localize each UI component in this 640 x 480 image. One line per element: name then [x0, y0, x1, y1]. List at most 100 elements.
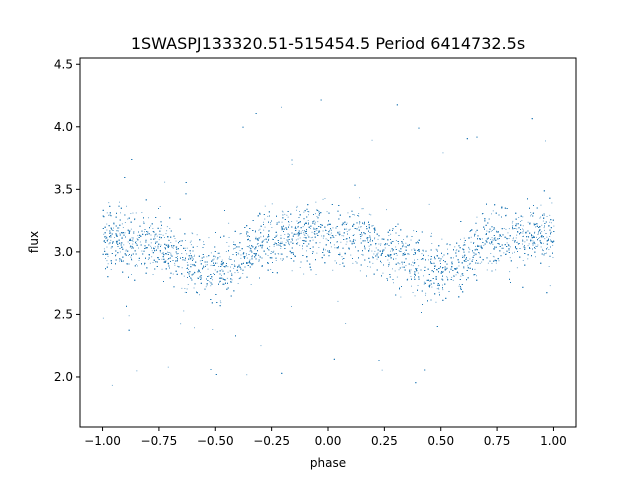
data-point	[360, 226, 362, 228]
data-point	[374, 250, 376, 252]
data-point	[333, 244, 335, 246]
data-point	[278, 253, 280, 255]
data-point	[326, 239, 328, 241]
data-point	[326, 211, 328, 213]
data-point	[359, 197, 360, 199]
data-point	[129, 243, 130, 245]
data-point	[512, 240, 514, 241]
data-point	[421, 258, 423, 260]
data-point	[463, 244, 465, 246]
data-point	[423, 275, 424, 277]
data-point	[221, 274, 222, 276]
data-point	[309, 228, 311, 229]
data-point	[495, 262, 497, 264]
data-point	[410, 276, 412, 277]
data-point	[160, 237, 162, 239]
data-point	[196, 234, 198, 236]
data-point	[295, 233, 297, 235]
data-point	[123, 244, 125, 246]
data-point	[226, 277, 228, 279]
data-point	[541, 231, 543, 233]
data-point	[234, 247, 236, 249]
data-point	[128, 255, 129, 256]
data-point	[208, 237, 210, 239]
data-point	[269, 246, 271, 248]
data-point	[275, 260, 277, 261]
data-point	[398, 243, 399, 245]
data-point	[371, 250, 373, 252]
data-point	[170, 252, 172, 254]
data-point	[522, 239, 524, 241]
data-point	[164, 237, 165, 238]
data-point	[185, 240, 186, 241]
data-point	[388, 265, 389, 267]
data-point	[259, 228, 261, 230]
data-point	[516, 234, 518, 236]
data-point	[431, 286, 433, 288]
data-point	[289, 244, 290, 246]
data-point	[369, 266, 371, 268]
data-point	[194, 254, 195, 256]
data-point	[380, 244, 381, 246]
data-point	[156, 235, 158, 237]
data-point	[408, 245, 410, 247]
data-point	[227, 266, 229, 268]
data-point	[334, 260, 336, 262]
data-point	[399, 263, 401, 265]
data-point	[486, 240, 487, 242]
data-point	[224, 279, 226, 280]
data-point	[371, 139, 373, 141]
data-point	[394, 270, 396, 272]
data-point	[324, 198, 326, 199]
data-point	[543, 250, 544, 252]
data-point	[326, 233, 328, 234]
data-point	[377, 252, 379, 254]
data-point	[263, 229, 265, 231]
data-point	[268, 238, 270, 240]
data-point	[281, 221, 283, 223]
data-point	[462, 245, 464, 246]
data-point	[129, 246, 131, 248]
data-point	[372, 256, 373, 258]
data-point	[263, 239, 265, 241]
data-point	[205, 286, 207, 288]
data-point	[152, 262, 154, 263]
data-point	[395, 240, 397, 241]
data-point	[512, 220, 514, 222]
data-point	[467, 265, 469, 267]
data-point	[416, 268, 418, 269]
data-point	[150, 225, 152, 227]
data-point	[470, 241, 472, 243]
data-point	[157, 245, 159, 247]
data-point	[418, 265, 420, 267]
data-point	[507, 232, 509, 234]
data-point	[339, 264, 341, 265]
data-point	[459, 284, 460, 286]
data-point	[425, 292, 427, 294]
data-point	[476, 262, 478, 264]
data-point	[154, 238, 156, 240]
data-point	[452, 279, 454, 281]
data-point	[393, 282, 394, 284]
data-point	[249, 250, 251, 252]
data-point	[396, 254, 398, 256]
data-point	[297, 242, 299, 243]
data-point	[210, 252, 212, 254]
data-point	[506, 237, 507, 239]
data-point	[131, 274, 132, 275]
data-point	[254, 231, 256, 233]
data-point	[429, 280, 430, 282]
data-point	[183, 310, 185, 312]
data-point	[412, 261, 414, 263]
data-point	[291, 221, 293, 222]
data-point	[511, 222, 513, 224]
data-point	[203, 265, 204, 267]
data-point	[263, 236, 264, 238]
data-point	[523, 229, 524, 231]
data-point	[391, 241, 393, 243]
data-point	[463, 267, 465, 269]
data-point	[412, 265, 414, 267]
data-point	[539, 217, 541, 219]
data-point	[267, 215, 269, 217]
data-point	[216, 262, 218, 264]
